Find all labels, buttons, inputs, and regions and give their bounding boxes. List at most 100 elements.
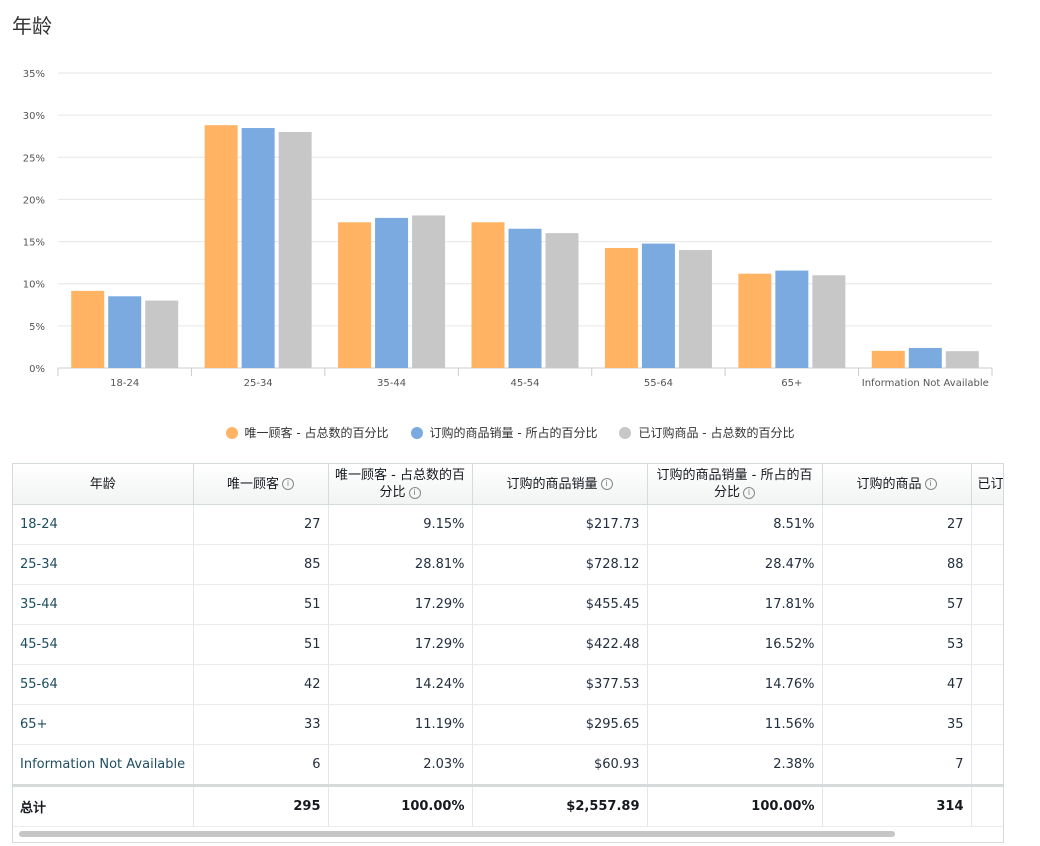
table-total-row: 总计 295 100.00% $2,557.89 100.00% 314 xyxy=(13,784,1003,827)
table-cell: 53 xyxy=(822,624,972,665)
table-cell: 8.51% xyxy=(647,504,823,545)
page-title: 年龄 xyxy=(12,14,52,38)
y-tick-label: 30% xyxy=(23,111,45,122)
table-cell: 17.81% xyxy=(647,584,823,625)
bar-series-2[interactable] xyxy=(108,296,142,368)
y-tick-label: 15% xyxy=(23,238,45,249)
bar-series-2[interactable] xyxy=(641,243,675,368)
column-header-label: 唯一顾客 - 占总数的百分比 xyxy=(335,468,465,500)
column-header-ordered-units[interactable]: 订购的商品 i xyxy=(822,464,972,505)
y-tick-label: 10% xyxy=(23,280,45,291)
x-tick-label: Information Not Available xyxy=(862,378,989,389)
table-cell: 35 xyxy=(822,704,972,745)
bar-series-1[interactable] xyxy=(71,290,105,368)
table-cell: 11.19% xyxy=(328,704,473,745)
y-tick-label: 0% xyxy=(29,364,45,375)
bar-series-2[interactable] xyxy=(241,128,275,368)
table-cell: 6 xyxy=(193,744,329,786)
table-row: 65+ 33 11.19% $295.65 11.56% 35 xyxy=(13,704,1003,745)
row-label-cell: 35-44 xyxy=(13,584,194,625)
bar-series-3[interactable] xyxy=(945,351,979,368)
bar-series-1[interactable] xyxy=(871,350,905,368)
column-header-ordered-units-pct[interactable]: 已订 xyxy=(971,464,1003,505)
bar-series-3[interactable] xyxy=(678,250,712,368)
table-cell: $60.93 xyxy=(472,744,648,786)
bar-series-3[interactable] xyxy=(812,275,846,368)
column-header-age[interactable]: 年龄 xyxy=(13,464,194,505)
row-label-cell: 55-64 xyxy=(13,664,194,705)
table-cell: $455.45 xyxy=(472,584,648,625)
bar-series-3[interactable] xyxy=(545,233,579,368)
chart-legend: 唯一顾客 - 占总数的百分比 订购的商品销量 - 所占的百分比 已订购商品 - … xyxy=(0,424,1020,441)
x-tick-label: 35-44 xyxy=(377,378,406,389)
table-cell: 11.56% xyxy=(647,704,823,745)
table-row: 25-34 85 28.81% $728.12 28.47% 88 xyxy=(13,544,1003,585)
table-cell xyxy=(971,624,1003,665)
bar-series-2[interactable] xyxy=(775,270,809,368)
bar-series-1[interactable] xyxy=(604,247,638,368)
bar-series-2[interactable] xyxy=(908,347,942,368)
column-header-ordered-sales-pct[interactable]: 订购的商品销量 - 所占的百分比 i xyxy=(647,464,823,505)
info-icon[interactable]: i xyxy=(408,486,421,499)
row-label-cell: 25-34 xyxy=(13,544,194,585)
age-data-table: 年龄 唯一顾客 i 唯一顾客 - 占总数的百分比 i 订购的商品销量 i 订购的商品销… xyxy=(12,463,1004,843)
bar-series-2[interactable] xyxy=(375,217,409,368)
table-cell xyxy=(971,704,1003,745)
table-cell: 51 xyxy=(193,584,329,625)
table-row: 18-24 27 9.15% $217.73 8.51% 27 xyxy=(13,504,1003,545)
row-label-cell: Information Not Available xyxy=(13,744,194,786)
bar-series-3[interactable] xyxy=(278,132,312,368)
legend-label-series-3: 已订购商品 - 占总数的百分比 xyxy=(638,426,795,440)
row-label-cell: 45-54 xyxy=(13,624,194,665)
table-cell: 27 xyxy=(193,504,329,545)
table-cell: 14.76% xyxy=(647,664,823,705)
y-tick-label: 25% xyxy=(23,153,45,164)
table-row: Information Not Available 6 2.03% $60.93 2.3… xyxy=(13,744,1003,786)
table-header-row: 年龄 唯一顾客 i 唯一顾客 - 占总数的百分比 i 订购的商品销量 i 订购的商品销… xyxy=(13,464,1003,505)
horizontal-scrollbar[interactable] xyxy=(19,831,895,837)
bar-series-2[interactable] xyxy=(508,228,542,368)
table-cell: 28.81% xyxy=(328,544,473,585)
legend-item-series-2[interactable]: 订购的商品销量 - 所占的百分比 xyxy=(410,424,597,441)
table-cell: $377.53 xyxy=(472,664,648,705)
legend-swatch-series-3 xyxy=(619,426,632,439)
table-cell: $422.48 xyxy=(472,624,648,665)
table-cell: 88 xyxy=(822,544,972,585)
info-icon[interactable]: i xyxy=(282,478,294,490)
y-tick-label: 5% xyxy=(29,322,45,333)
table-cell: 9.15% xyxy=(328,504,473,545)
bar-series-1[interactable] xyxy=(471,222,505,368)
legend-swatch-series-1 xyxy=(225,426,238,439)
row-label-cell: 65+ xyxy=(13,704,194,745)
bar-series-1[interactable] xyxy=(204,125,238,369)
column-header-ordered-sales[interactable]: 订购的商品销量 i xyxy=(472,464,648,505)
table-cell: 14.24% xyxy=(328,664,473,705)
info-icon[interactable]: i xyxy=(924,478,937,490)
legend-item-series-3[interactable]: 已订购商品 - 占总数的百分比 xyxy=(619,424,794,441)
bar-series-3[interactable] xyxy=(412,215,446,368)
table-cell xyxy=(971,584,1003,625)
table-cell: 47 xyxy=(822,664,972,705)
table-cell: 57 xyxy=(822,584,972,625)
table-cell: 7 xyxy=(822,744,972,786)
x-tick-label: 65+ xyxy=(781,378,802,389)
table-row: 45-54 51 17.29% $422.48 16.52% 53 xyxy=(13,624,1003,665)
x-tick-label: 18-24 xyxy=(110,378,139,389)
total-label-cell: 总计 xyxy=(13,784,194,827)
bar-series-3[interactable] xyxy=(145,300,179,368)
column-header-label: 订购的商品销量 - 所占的百分比 xyxy=(656,468,813,500)
table-cell: 85 xyxy=(193,544,329,585)
total-cell xyxy=(971,784,1003,827)
table-cell xyxy=(971,504,1003,545)
bar-series-1[interactable] xyxy=(338,222,372,368)
legend-item-series-1[interactable]: 唯一顾客 - 占总数的百分比 xyxy=(225,424,389,441)
y-tick-label: 20% xyxy=(23,195,45,206)
table-cell xyxy=(971,544,1003,585)
info-icon[interactable]: i xyxy=(743,486,755,499)
column-header-unique-customers[interactable]: 唯一顾客 i xyxy=(193,464,329,505)
x-tick-label: 55-64 xyxy=(644,378,673,389)
column-header-unique-customers-pct[interactable]: 唯一顾客 - 占总数的百分比 i xyxy=(328,464,473,505)
bar-series-1[interactable] xyxy=(738,273,772,368)
table-cell: 17.29% xyxy=(328,584,473,625)
info-icon[interactable]: i xyxy=(600,478,613,490)
